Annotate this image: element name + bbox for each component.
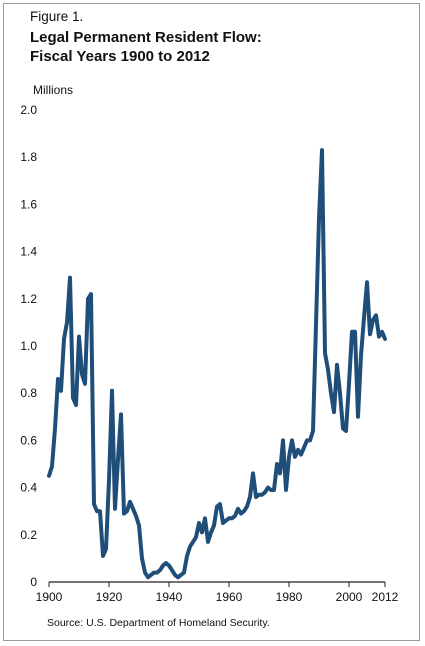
y-tick-label: 0.8 (20, 386, 37, 400)
x-tick-label: 1980 (276, 590, 303, 604)
series-line (47, 148, 387, 580)
y-tick-label: 0.2 (20, 528, 37, 542)
x-tick-label: 1960 (216, 590, 243, 604)
y-tick-label: 1.0 (20, 339, 37, 353)
y-tick-label: 0.6 (20, 433, 37, 447)
figure-label: Figure 1. (30, 9, 84, 24)
y-tick-label: 0.4 (20, 481, 37, 495)
x-tick-label: 2000 (336, 590, 363, 604)
x-tick-label: 1920 (96, 590, 123, 604)
y-tick-label: 1.6 (20, 197, 37, 211)
y-tick-label: 1.8 (20, 150, 37, 164)
chart-title: Legal Permanent Resident Flow: Fiscal Ye… (30, 28, 262, 66)
x-tick-label: 1940 (156, 590, 183, 604)
source-note: Source: U.S. Department of Homeland Secu… (47, 617, 270, 629)
y-tick-label: 1.2 (20, 292, 37, 306)
x-tick-label: 1900 (36, 590, 63, 604)
y-tick-label: 0 (30, 575, 37, 589)
y-tick-label: 2.0 (20, 103, 37, 117)
chart-title-line2: Fiscal Years 1900 to 2012 (30, 48, 210, 65)
x-tick-label: 2012 (372, 590, 399, 604)
figure-frame (3, 3, 420, 641)
y-axis-units: Millions (33, 83, 74, 97)
y-tick-label: 1.4 (20, 245, 37, 259)
chart-title-line1: Legal Permanent Resident Flow: (30, 29, 262, 46)
